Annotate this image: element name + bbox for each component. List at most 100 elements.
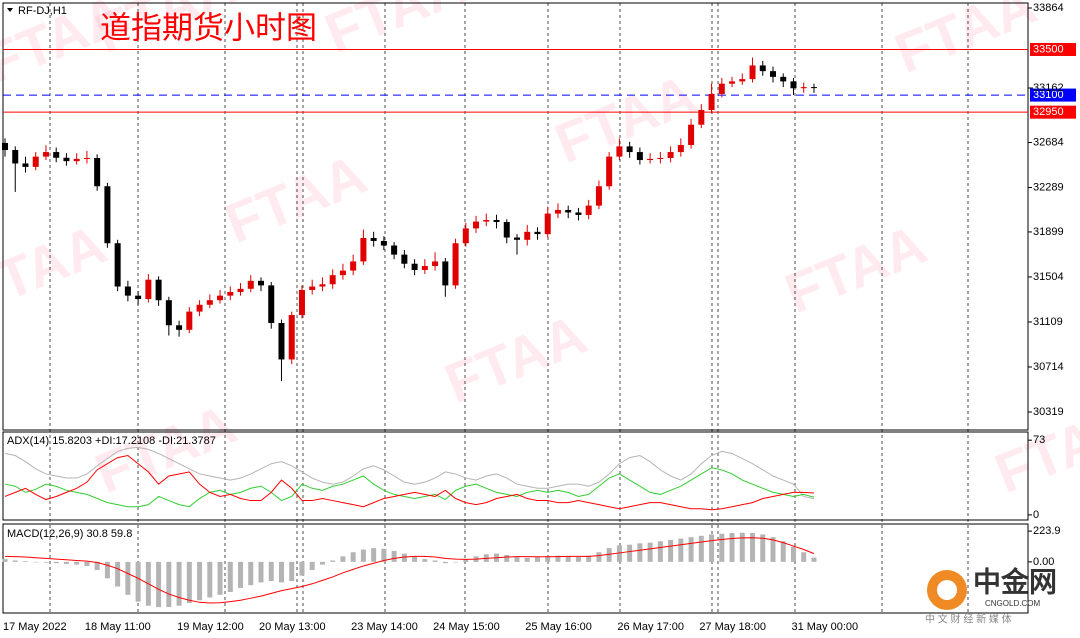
histogram-bar (709, 534, 715, 562)
price-level-label: 32950 (1033, 106, 1064, 118)
histogram-bar (381, 548, 387, 562)
x-tick-label: 25 May 16:00 (525, 621, 592, 633)
candle-body (196, 304, 203, 312)
candle-body (800, 87, 807, 89)
candle-body (73, 158, 80, 162)
histogram-bar (453, 561, 459, 563)
candle-body (810, 87, 817, 89)
histogram-bar (401, 553, 407, 562)
indicator-line (4, 454, 814, 511)
candle-body (227, 291, 234, 296)
candle-body (22, 163, 29, 167)
candle-body (237, 288, 244, 292)
candle-body (329, 275, 336, 285)
y-tick-label: 32684 (1033, 136, 1064, 148)
histogram-bar (637, 543, 643, 562)
y-tick-label: 223.9 (1033, 525, 1061, 537)
candle-body (770, 71, 776, 77)
histogram-bar (811, 557, 817, 562)
histogram-bar (74, 561, 80, 565)
candle-body (94, 157, 101, 187)
indicator-line (4, 467, 815, 508)
candle-body (288, 315, 295, 360)
candle-body (339, 270, 346, 276)
candle-body (145, 279, 152, 300)
histogram-bar (63, 561, 69, 564)
candle-body (514, 237, 520, 240)
price-level-box (1030, 88, 1076, 102)
histogram-bar (156, 561, 162, 608)
histogram-bar (248, 561, 254, 586)
candle-body (155, 279, 162, 301)
y-tick-label: 31504 (1033, 271, 1064, 283)
candle-body (247, 280, 254, 289)
candle-body (401, 254, 408, 264)
histogram-bar (565, 556, 571, 562)
candle-body (12, 150, 19, 164)
candle-body (432, 261, 439, 267)
histogram-bar (84, 561, 90, 566)
candle-body (524, 231, 531, 240)
histogram-bar (330, 560, 336, 562)
signal-line (4, 537, 815, 604)
candle-body (380, 240, 387, 246)
histogram-bar (115, 561, 121, 587)
histogram-bar (360, 549, 366, 562)
candle-body (42, 152, 49, 157)
x-tick-label: 26 May 17:00 (617, 621, 684, 633)
candle-body (493, 219, 500, 223)
candle-body (698, 110, 705, 125)
histogram-bar (760, 534, 766, 562)
histogram-bar (750, 533, 756, 562)
histogram-bar (504, 554, 510, 562)
macd-panel (2, 523, 1029, 614)
candle-body (534, 231, 541, 235)
logo-icon-inner (937, 580, 957, 600)
x-tick-label: 17 May 2022 (3, 621, 67, 633)
y-tick-label: 33864 (1033, 2, 1064, 14)
candle-body (298, 289, 305, 316)
histogram-bar (176, 561, 182, 606)
candle-body (739, 79, 746, 82)
x-tick-label: 31 May 00:00 (791, 621, 858, 633)
main-panel (2, 2, 1029, 431)
histogram-bar (289, 561, 295, 582)
x-tick-label: 27 May 18:00 (699, 621, 766, 633)
histogram-bar (371, 548, 377, 562)
candle-body (575, 212, 582, 215)
histogram-bar (33, 561, 39, 563)
histogram-bar (350, 552, 356, 562)
histogram-bar (309, 561, 315, 571)
histogram-bar (94, 561, 100, 571)
candle-body (677, 144, 684, 153)
histogram-bar (790, 546, 796, 562)
histogram-bar (555, 555, 561, 562)
histogram-bar (227, 561, 233, 593)
histogram-bar (442, 561, 448, 564)
x-tick-label: 20 May 13:00 (259, 621, 326, 633)
y-tick-label: 31899 (1033, 226, 1064, 238)
histogram-bar (186, 561, 192, 603)
candle-body (554, 209, 561, 214)
histogram-bar (104, 561, 110, 579)
histogram-bar (412, 556, 418, 562)
candle-body (442, 261, 449, 286)
histogram-bar (575, 557, 581, 562)
candle-body (718, 83, 725, 94)
candle-body (104, 186, 111, 244)
histogram-bar (2, 559, 8, 562)
candle-body (749, 65, 756, 80)
candle-body (462, 228, 469, 244)
candle-body (124, 286, 131, 296)
adx-panel (2, 431, 1029, 521)
logo-tagline: 中 文 财 经 新 媒 体 (925, 613, 1012, 626)
histogram-bar (739, 532, 745, 562)
histogram-bar (197, 561, 203, 601)
candle-body (780, 76, 787, 82)
histogram-bar (780, 541, 786, 562)
candle-body (206, 300, 213, 305)
histogram-bar (657, 541, 663, 562)
histogram-bar (135, 561, 141, 602)
